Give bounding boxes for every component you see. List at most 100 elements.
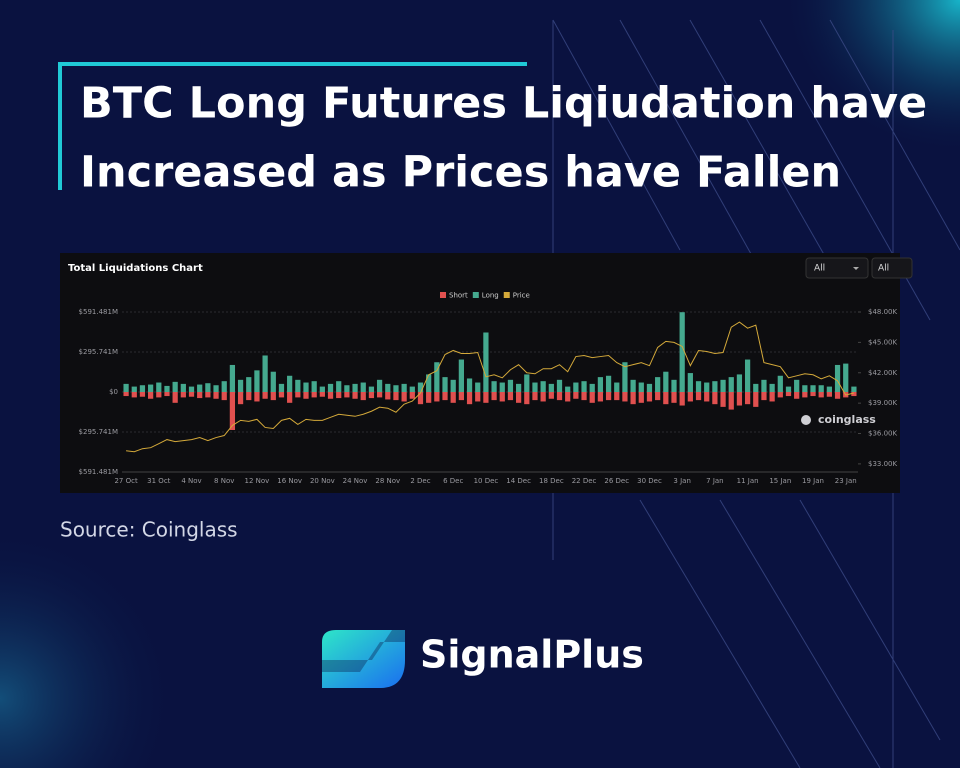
bar — [156, 382, 162, 392]
x-tick-label: 19 Jan — [802, 477, 824, 485]
bar — [769, 392, 775, 402]
bar — [589, 383, 595, 392]
x-tick-label: 23 Jan — [835, 477, 857, 485]
bar — [221, 381, 227, 392]
bar — [303, 382, 309, 392]
x-tick-label: 15 Jan — [769, 477, 791, 485]
bar — [442, 392, 448, 401]
bar — [336, 392, 342, 399]
bar — [164, 392, 170, 397]
bar — [802, 385, 808, 392]
bar — [638, 382, 644, 392]
bar — [622, 392, 628, 402]
bar — [450, 392, 456, 403]
bar — [376, 379, 383, 392]
bar — [229, 364, 236, 392]
bar — [491, 392, 497, 401]
bar — [532, 382, 538, 392]
bar — [818, 385, 824, 392]
bar — [655, 392, 661, 401]
bar — [483, 392, 489, 403]
x-tick-label: 2 Dec — [410, 477, 430, 485]
bar — [352, 392, 358, 399]
bar — [148, 384, 154, 392]
bar — [278, 392, 285, 398]
bar — [303, 392, 309, 399]
bar — [507, 392, 514, 401]
bar — [205, 383, 211, 392]
bar — [769, 383, 775, 392]
bar — [516, 383, 522, 392]
bar — [638, 392, 644, 403]
dropdown-label[interactable]: All — [814, 264, 825, 274]
x-tick-label: 24 Nov — [343, 477, 368, 485]
bar — [237, 392, 244, 405]
bar — [802, 392, 808, 398]
x-tick-label: 20 Nov — [310, 477, 335, 485]
bar — [197, 392, 203, 399]
bar — [213, 392, 219, 399]
bar — [761, 379, 767, 392]
bar — [246, 377, 252, 392]
bar — [221, 392, 227, 401]
x-tick-label: 3 Jan — [673, 477, 690, 485]
x-tick-label: 27 Oct — [114, 477, 137, 485]
dropdown[interactable] — [871, 257, 913, 279]
dropdown-label[interactable]: All — [878, 264, 889, 274]
x-tick-label: 30 Dec — [637, 477, 662, 485]
bar — [753, 383, 759, 392]
bar — [237, 379, 244, 392]
bar — [295, 392, 301, 398]
y2-tick-label: $42.00K — [868, 369, 897, 377]
x-tick-label: 7 Jan — [706, 477, 723, 485]
bar — [262, 392, 268, 399]
bar — [483, 332, 489, 392]
bar — [712, 381, 718, 392]
bar — [327, 383, 334, 392]
legend-label: Price — [513, 292, 530, 300]
bar — [581, 381, 587, 392]
y-tick-label: $591.481M — [79, 308, 118, 316]
y-tick-label: $0 — [109, 388, 118, 396]
bar — [409, 392, 415, 399]
dropdown[interactable] — [805, 257, 869, 279]
bar — [270, 392, 276, 401]
y2-tick-label: $33.00K — [868, 460, 897, 468]
bar — [704, 382, 710, 392]
price-line — [126, 321, 855, 453]
bar — [605, 375, 612, 392]
bar — [556, 379, 563, 392]
bar — [393, 385, 399, 392]
bar — [785, 386, 792, 392]
bar — [139, 392, 146, 397]
bar — [188, 386, 195, 392]
glow — [660, 0, 960, 260]
bar — [532, 392, 538, 401]
dropdown-caret — [853, 267, 859, 270]
bar — [368, 392, 375, 399]
bar — [172, 381, 178, 392]
bar — [131, 386, 137, 392]
x-tick-label: 10 Dec — [474, 477, 499, 485]
bar — [671, 379, 677, 392]
bar — [597, 392, 604, 402]
bar — [744, 359, 751, 392]
headline: Increased as Prices have Fallen — [80, 148, 841, 198]
bar — [671, 392, 677, 403]
x-tick-label: 26 Dec — [604, 477, 629, 485]
bar — [597, 377, 604, 392]
bar — [851, 386, 857, 392]
bar — [278, 383, 285, 392]
bar — [180, 392, 186, 398]
bar — [704, 392, 710, 402]
bar — [123, 392, 129, 397]
bar — [548, 383, 554, 392]
bar — [744, 392, 751, 405]
bar — [794, 392, 800, 399]
bar — [458, 392, 464, 401]
bar — [426, 374, 432, 392]
bar — [180, 383, 186, 392]
bar — [417, 382, 424, 392]
